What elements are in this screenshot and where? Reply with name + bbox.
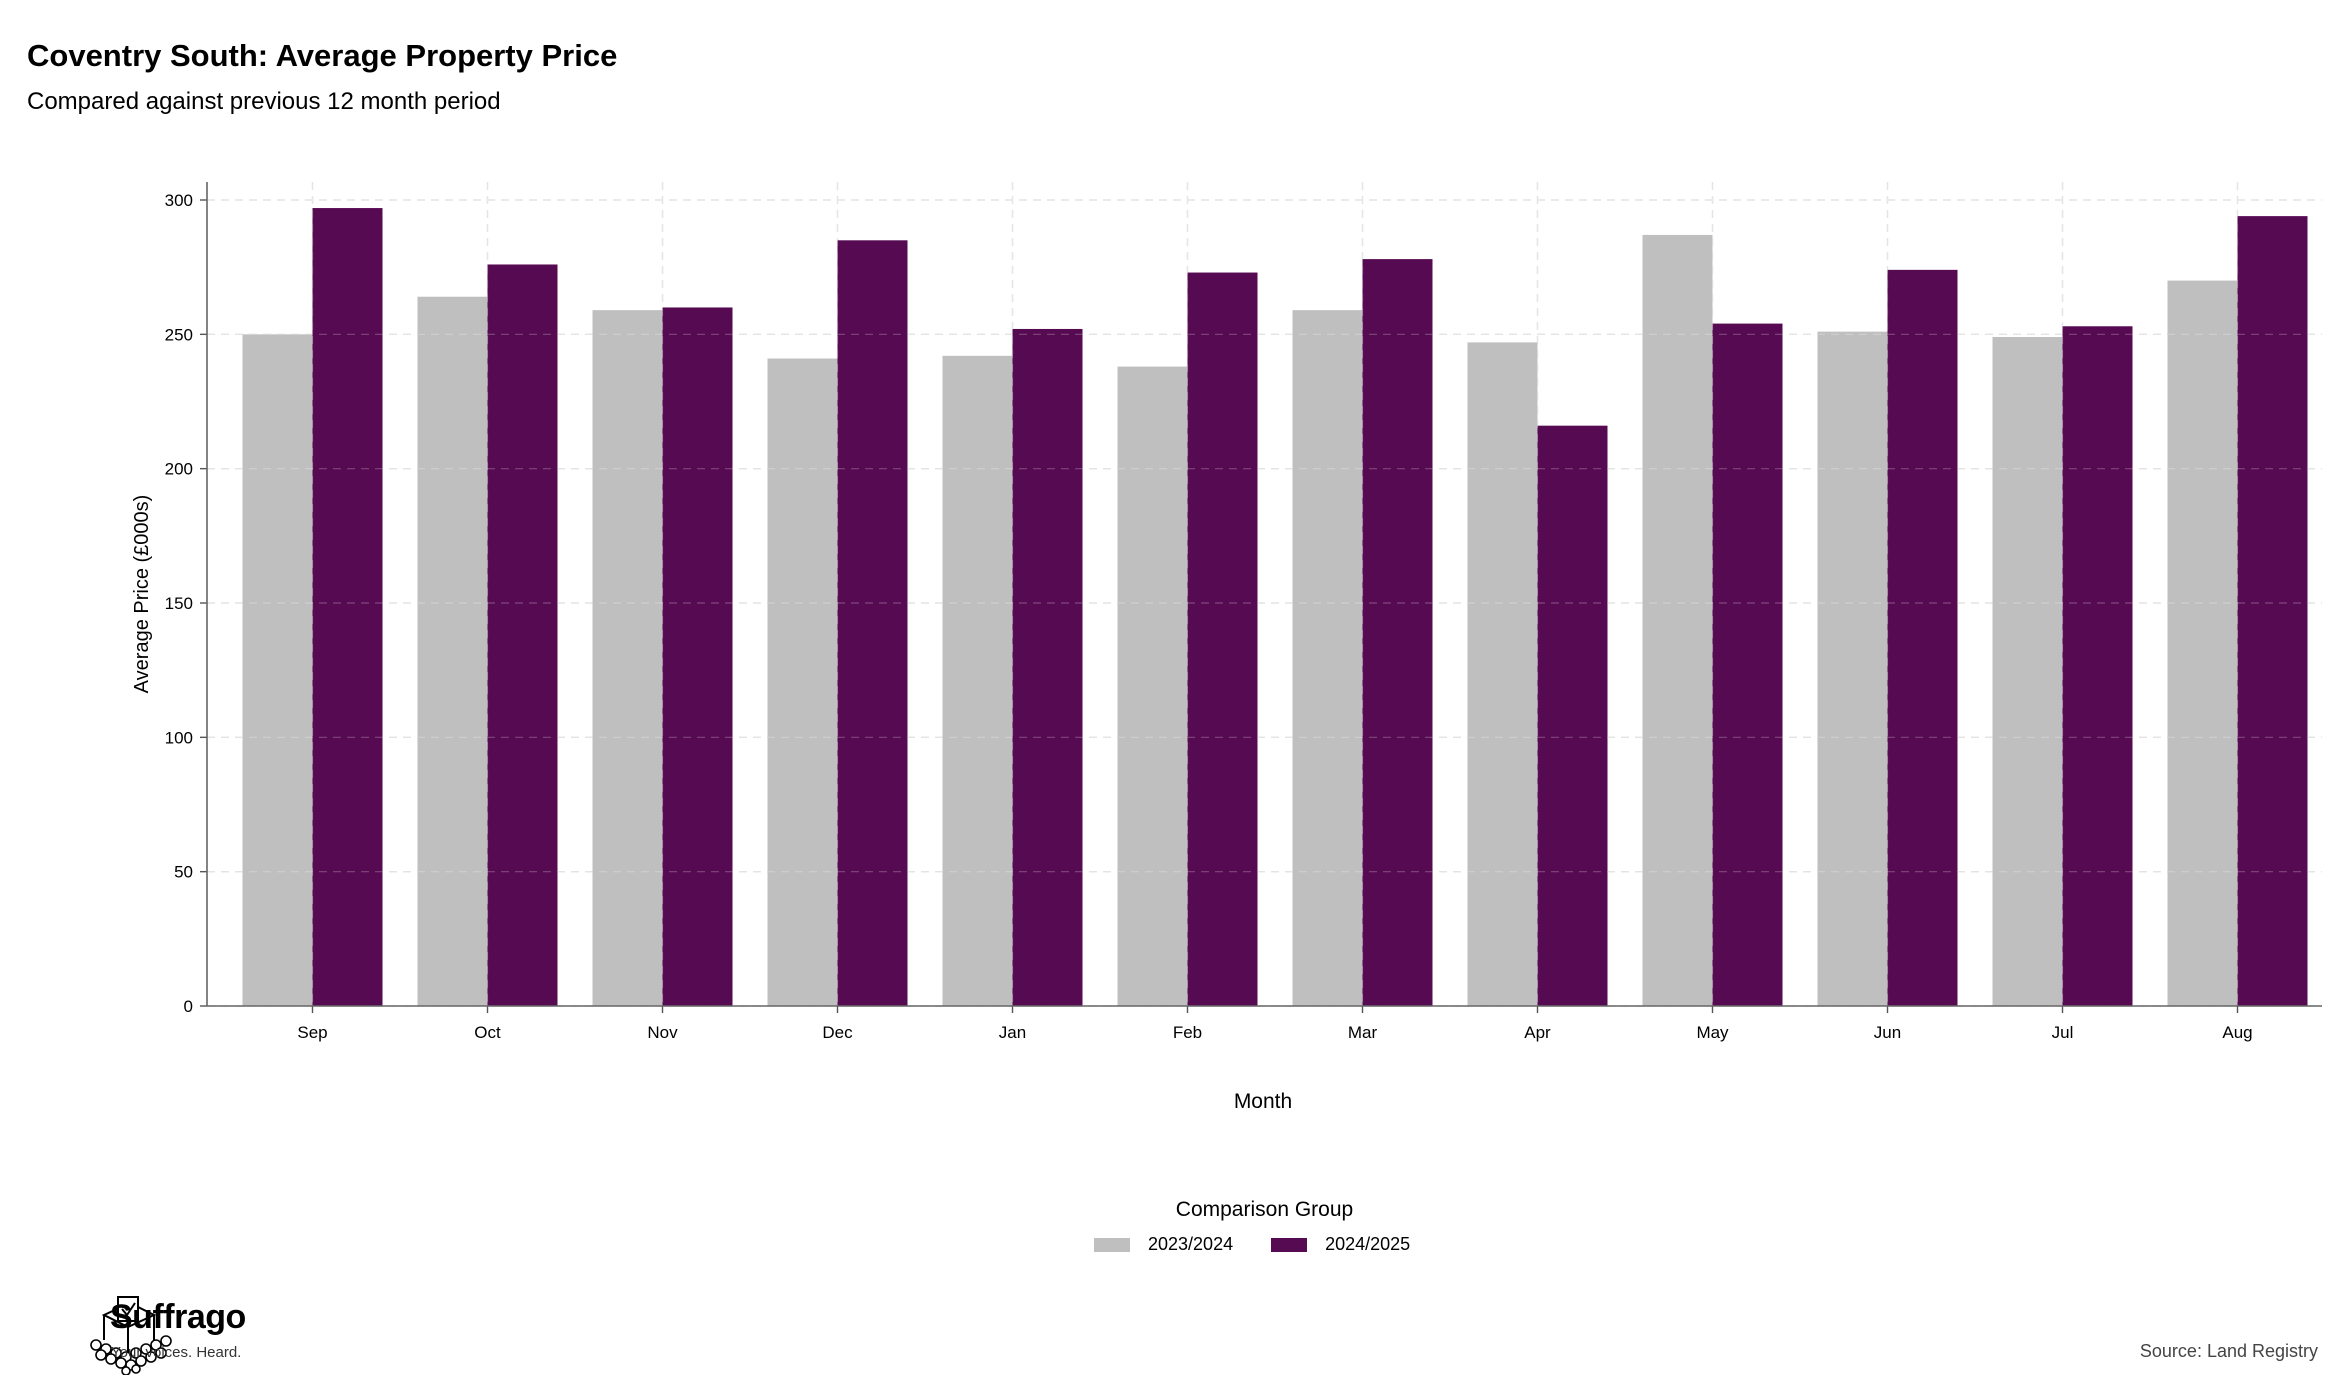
bar-2024-2025-jun — [1887, 269, 1958, 1006]
legend-swatch — [1094, 1237, 1130, 1252]
x-tick-label: Apr — [1524, 1023, 1551, 1042]
brand-name: Suffrago — [110, 1298, 246, 1336]
bar-2023-2024-jun — [1817, 331, 1888, 1006]
chart-title: Coventry South: Average Property Price — [27, 38, 618, 73]
bar-2024-2025-jul — [2062, 326, 2133, 1007]
x-tick-label: Dec — [822, 1023, 853, 1042]
y-tick-label: 200 — [165, 460, 193, 479]
bar-2024-2025-sep — [312, 208, 383, 1006]
bar-2023-2024-may — [1642, 234, 1713, 1007]
bar-2023-2024-aug — [2167, 280, 2238, 1007]
legend-swatch — [1271, 1237, 1308, 1252]
legend: Comparison Group 2023/2024 2024/2025 — [0, 1198, 2334, 1254]
bar-2023-2024-feb — [1117, 366, 1188, 1006]
y-tick-label: 250 — [165, 325, 193, 344]
bar-2023-2024-sep — [242, 334, 313, 1006]
bar-2024-2025-feb — [1187, 272, 1258, 1006]
bar-2023-2024-mar — [1292, 310, 1363, 1006]
legend-item-2023-2024: 2023/2024 — [1094, 1234, 1233, 1255]
y-tick-label: 100 — [165, 728, 193, 747]
x-tick-label: Sep — [297, 1023, 327, 1042]
bar-2023-2024-jul — [1992, 337, 2063, 1006]
bar-2024-2025-apr — [1537, 425, 1608, 1006]
ballot-box-logo-icon — [90, 1296, 172, 1375]
bar-2024-2025-mar — [1362, 259, 1433, 1006]
bar-2023-2024-dec — [767, 358, 838, 1007]
source-note: Source: Land Registry — [2139, 1341, 2318, 1361]
legend-label: 2024/2025 — [1325, 1234, 1411, 1254]
legend-title: Comparison Group — [1175, 1198, 1354, 1221]
bar-2024-2025-oct — [487, 264, 558, 1007]
x-tick-label: Jan — [999, 1023, 1026, 1042]
x-tick-label: May — [1696, 1023, 1729, 1042]
legend-item-2024-2025: 2024/2025 — [1271, 1234, 1410, 1255]
chart-subtitle: Compared against previous 12 month perio… — [27, 88, 501, 115]
x-tick-label: Jul — [2052, 1023, 2074, 1042]
y-tick-label: 50 — [174, 863, 193, 882]
x-tick-label: Feb — [1173, 1023, 1202, 1042]
x-tick-label: Oct — [474, 1023, 501, 1042]
bar-2024-2025-aug — [2237, 216, 2308, 1006]
x-tick-label: Mar — [1348, 1023, 1378, 1042]
bar-2024-2025-nov — [662, 307, 733, 1006]
x-tick-label: Aug — [2222, 1023, 2252, 1042]
bar-2024-2025-may — [1712, 323, 1783, 1006]
y-axis-label: Average Price (£000s) — [131, 495, 153, 694]
y-tick-label: 0 — [184, 997, 193, 1016]
bar-2023-2024-nov — [592, 310, 663, 1006]
bar-2024-2025-jan — [1012, 328, 1083, 1007]
bar-2023-2024-apr — [1467, 342, 1538, 1007]
y-tick-label: 150 — [165, 594, 193, 613]
brand-tagline: Your voices. Heard. — [111, 1344, 242, 1361]
legend-label: 2023/2024 — [1148, 1234, 1234, 1254]
x-tick-label: Nov — [647, 1023, 678, 1042]
x-tick-label: Jun — [1874, 1023, 1901, 1042]
x-axis-label: Month — [1234, 1090, 1292, 1113]
bar-2024-2025-dec — [837, 240, 908, 1007]
bar-2023-2024-jan — [942, 355, 1013, 1006]
legend-items: 2023/2024 2024/2025 — [1094, 1234, 1410, 1255]
y-tick-label: 300 — [165, 191, 193, 210]
bar-2023-2024-oct — [417, 296, 488, 1007]
